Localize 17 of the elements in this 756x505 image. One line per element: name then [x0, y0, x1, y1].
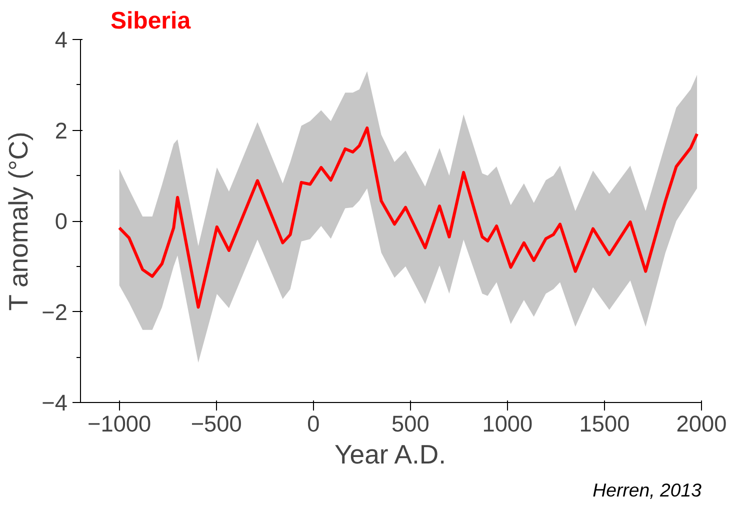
- line-series: [118, 126, 699, 309]
- y-tick-label: −2: [42, 298, 68, 325]
- x-tick-label: −1000: [87, 410, 152, 436]
- y-tick-label: 0: [54, 208, 68, 234]
- x-axis-title: Year A.D.: [334, 440, 446, 470]
- y-axis-title: T anomaly (°C): [4, 132, 34, 311]
- text: Herren, 2013: [592, 480, 702, 500]
- x-tick-label: 1500: [579, 410, 630, 436]
- x-tick-label: 500: [392, 410, 430, 436]
- x-tick-label: −500: [190, 410, 242, 436]
- chart-title: Siberia: [110, 8, 192, 34]
- y-tick-label: 2: [54, 117, 68, 144]
- y-tick-label: −4: [42, 390, 68, 416]
- x-tick-label: 2000: [676, 410, 727, 436]
- y-tick-label: 4: [54, 26, 68, 52]
- x-tick-label: 0: [307, 410, 320, 436]
- x-tick-label: 1000: [482, 410, 533, 436]
